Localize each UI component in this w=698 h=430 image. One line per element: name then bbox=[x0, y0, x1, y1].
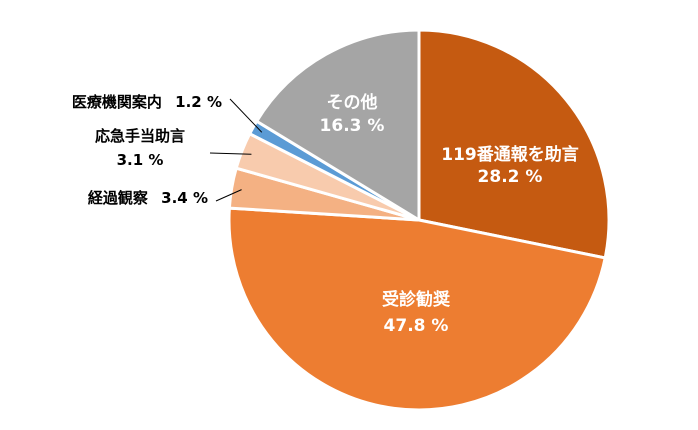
slice-label-iryo-value: 1.2 % bbox=[175, 93, 222, 111]
slice-value-okyu: 3.1 % bbox=[117, 151, 164, 169]
slice-label-119: 119番通報を助言 bbox=[441, 144, 579, 165]
slice-label-keika: 経過観察 3.4 % bbox=[88, 189, 208, 207]
slice-label-keika-value: 3.4 % bbox=[161, 189, 208, 207]
pie-slice-1 bbox=[227, 206, 607, 412]
leader-lines bbox=[209, 98, 263, 202]
slice-value-other: 16.3 % bbox=[320, 116, 385, 136]
leader-iryo bbox=[229, 98, 263, 133]
pie-slice-0 bbox=[417, 28, 611, 260]
pie-slices bbox=[227, 28, 611, 412]
leader-keika bbox=[215, 189, 242, 202]
slice-value-jushin: 47.8 % bbox=[384, 316, 449, 336]
slice-label-jushin: 受診勧奨 bbox=[382, 289, 451, 310]
slice-label-keika-name: 経過観察 bbox=[88, 189, 149, 207]
slice-label-okyu: 応急手当助言 bbox=[95, 127, 185, 145]
slice-label-iryo: 医療機関案内 1.2 % bbox=[72, 93, 222, 111]
pie-slice-5 bbox=[255, 28, 421, 222]
leader-okyu bbox=[209, 152, 252, 155]
slice-value-119: 28.2 % bbox=[478, 167, 543, 187]
slice-label-other: その他 bbox=[327, 92, 378, 113]
slice-label-iryo-name: 医療機関案内 bbox=[72, 93, 162, 111]
